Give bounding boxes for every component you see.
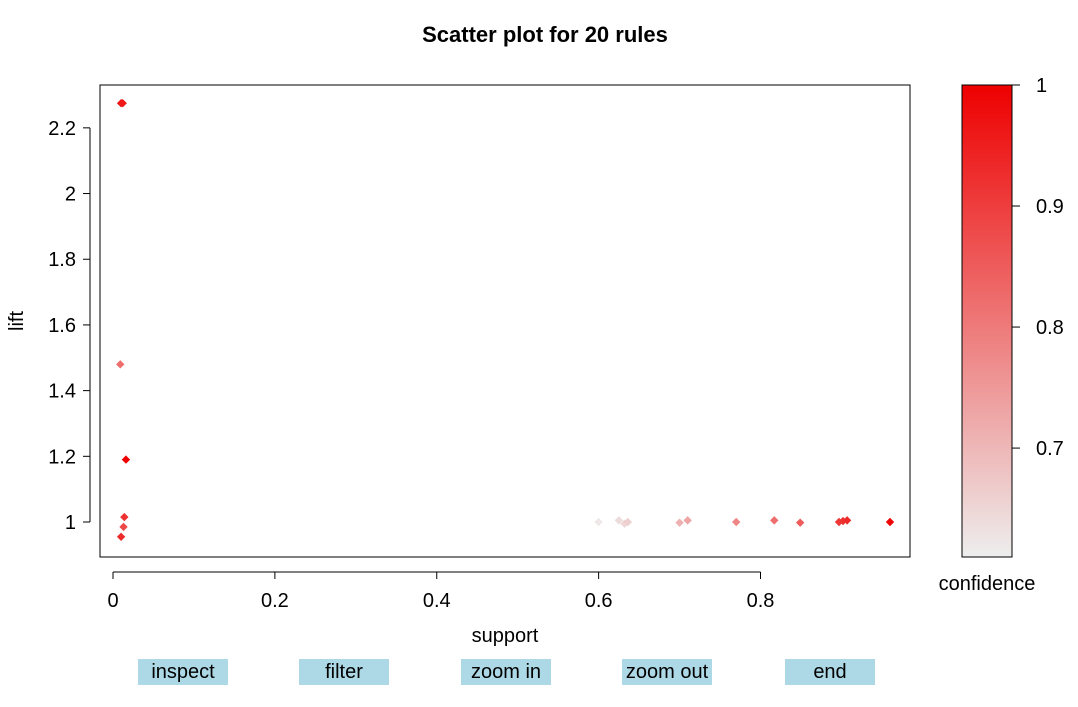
colorbar-tick-label: 0.7 — [1036, 438, 1064, 460]
zoom-out-button[interactable]: zoom out — [622, 659, 712, 685]
rule-point-20 — [885, 517, 895, 527]
x-tick-label: 0.8 — [747, 590, 775, 612]
rule-point-10 — [620, 519, 629, 528]
rule-point-5 — [120, 512, 129, 522]
x-axis-label: support — [472, 625, 539, 647]
y-tick-label: 2.2 — [48, 118, 76, 140]
rule-point-18 — [838, 516, 848, 526]
data-points — [116, 99, 895, 541]
rule-point-14 — [732, 517, 741, 527]
x-axis: 0 0.2 0.4 0.6 0.8 — [107, 571, 775, 612]
rule-point-6 — [119, 522, 128, 532]
x-tick-label: 0.6 — [585, 590, 613, 612]
inspect-button[interactable]: inspect — [138, 659, 228, 685]
rule-point-7 — [116, 532, 126, 541]
rule-point-15 — [770, 516, 779, 525]
rule-point-17 — [834, 517, 844, 527]
rule-point-16 — [795, 518, 805, 527]
x-tick-label: 0.4 — [423, 590, 451, 612]
rule-point-13 — [683, 516, 692, 525]
rule-point-11 — [623, 517, 632, 527]
filter-button[interactable]: filter — [299, 659, 389, 685]
rule-point-12 — [675, 518, 684, 527]
y-axis-label: lift — [6, 311, 28, 331]
zoom-in-button[interactable]: zoom in — [461, 659, 551, 685]
x-tick-label: 0 — [107, 590, 118, 612]
y-tick-label: 1.6 — [48, 315, 76, 337]
confidence-legend-title: confidence — [939, 573, 1036, 595]
colorbar-tick-label: 0.9 — [1036, 196, 1064, 218]
confidence-colorbar — [961, 84, 1013, 558]
rule-point-9 — [614, 516, 624, 525]
y-tick-label: 1.4 — [48, 381, 76, 403]
confidence-colorbar-axis: 0.7 0.8 0.9 1 — [1012, 75, 1064, 460]
rule-point-2 — [118, 99, 127, 108]
chart-title: Scatter plot for 20 rules — [422, 22, 668, 47]
x-tick-label: 0.2 — [261, 590, 289, 612]
rule-point-3 — [116, 360, 125, 369]
rule-point-19 — [842, 516, 852, 525]
y-tick-label: 1 — [65, 512, 76, 534]
y-tick-label: 1.8 — [48, 249, 76, 271]
rule-point-4 — [121, 455, 131, 464]
colorbar-tick-label: 0.8 — [1036, 317, 1064, 339]
y-tick-label: 2 — [65, 184, 76, 206]
end-button[interactable]: end — [785, 659, 875, 685]
colorbar-tick-label: 1 — [1036, 75, 1047, 97]
plot-frame — [99, 84, 911, 558]
y-axis: 1 1.2 1.4 1.6 1.8 2 2.2 — [48, 118, 91, 534]
rule-point-8 — [594, 517, 603, 527]
y-tick-label: 1.2 — [48, 446, 76, 468]
